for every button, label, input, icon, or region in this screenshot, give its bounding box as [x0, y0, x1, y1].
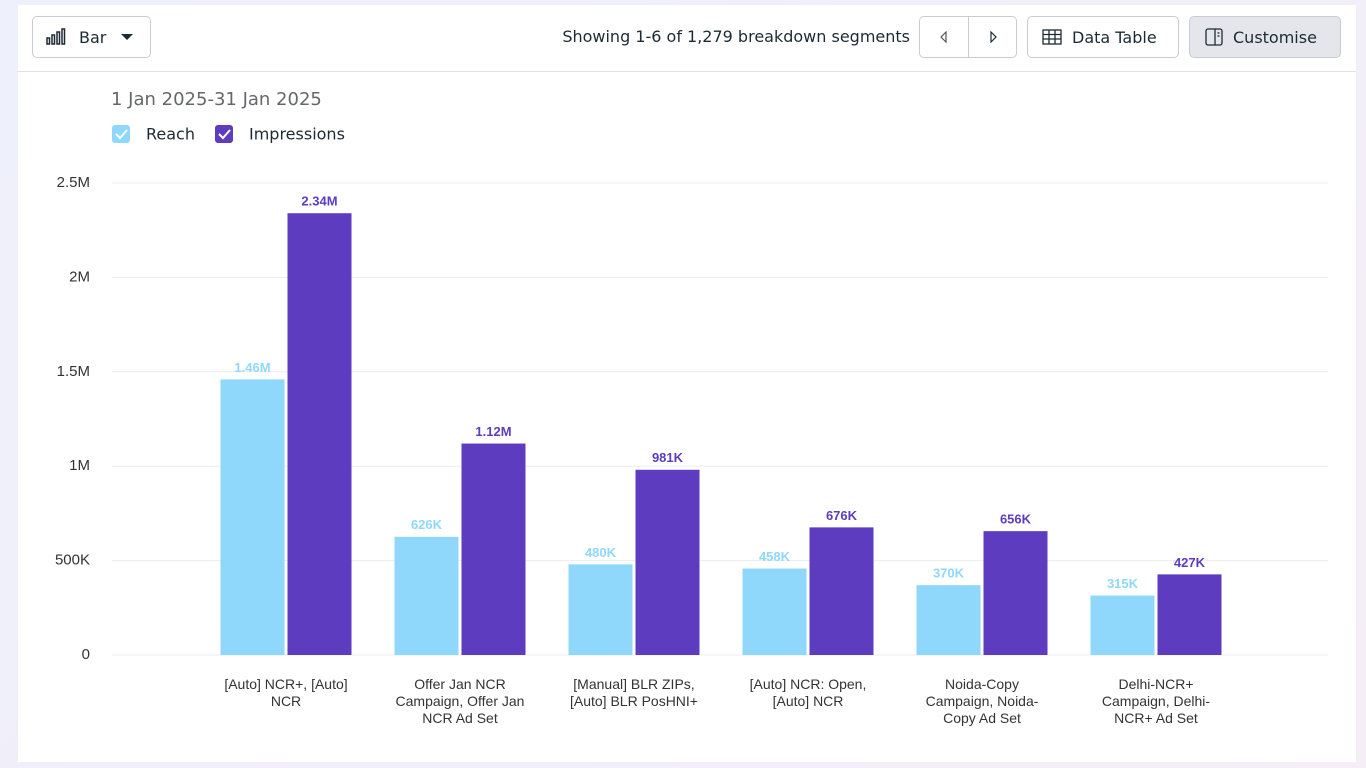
- table-icon: [1042, 29, 1062, 45]
- value-label: 676K: [826, 508, 858, 523]
- legend-check: [218, 129, 231, 140]
- value-label: 370K: [933, 566, 965, 581]
- y-tick-label: 0: [82, 646, 90, 663]
- x-tick-label: Noida-Copy Campaign, Noida-Copy Ad Set: [925, 676, 1039, 726]
- prev-icon: [940, 31, 947, 43]
- bar: [983, 531, 1048, 655]
- data-table-label: Data Table: [1072, 27, 1157, 47]
- customise-icon: [1205, 28, 1223, 46]
- customise-label: Customise: [1233, 27, 1317, 47]
- x-tick-label: Delhi-NCR+ Campaign, Delhi-NCR+ Ad Set: [1101, 676, 1211, 726]
- bar: [287, 213, 352, 655]
- bar: [635, 469, 700, 655]
- legend-label: Impressions: [249, 125, 345, 144]
- x-tick-label-box: Offer Jan NCR Campaign, Offer Jan NCR Ad…: [395, 676, 525, 726]
- x-tick-label-box: Noida-Copy Campaign, Noida-Copy Ad Set: [925, 676, 1039, 726]
- value-label: 626K: [411, 517, 443, 532]
- value-label: 315K: [1107, 576, 1139, 591]
- value-label: 427K: [1174, 555, 1206, 570]
- legend-check: [115, 129, 128, 140]
- legend-label: Reach: [146, 125, 195, 144]
- value-label: 656K: [1000, 512, 1032, 527]
- y-tick-label: 2M: [69, 268, 90, 285]
- bar: [568, 564, 633, 655]
- next-icon: [989, 31, 997, 43]
- y-tick-label: 1M: [69, 457, 90, 474]
- bar: [1090, 595, 1155, 655]
- value-label: 1.12M: [475, 424, 511, 439]
- x-tick-label-box: [Manual] BLR ZIPs, [Auto] BLR PosHNI+: [569, 676, 698, 709]
- bar: [220, 379, 285, 655]
- value-label: 1.46M: [234, 360, 270, 375]
- x-tick-label: Offer Jan NCR Campaign, Offer Jan NCR Ad…: [395, 676, 525, 726]
- value-label: 458K: [759, 549, 791, 564]
- next-button[interactable]: [968, 16, 1017, 58]
- bar: [394, 536, 459, 655]
- value-label: 981K: [652, 450, 684, 465]
- chart-type-dropdown[interactable]: Bar: [32, 16, 151, 58]
- data-table-button[interactable]: Data Table: [1027, 16, 1179, 58]
- y-tick-label: 2.5M: [57, 174, 90, 191]
- chart-subtitle: 1 Jan 2025-31 Jan 2025: [111, 89, 322, 110]
- bar: [809, 527, 874, 655]
- y-tick-label: 500K: [55, 552, 90, 569]
- chart-type-label: Bar: [79, 27, 107, 47]
- legend-swatch: [214, 125, 233, 143]
- caret: [121, 34, 134, 40]
- x-tick-label-box: Delhi-NCR+ Campaign, Delhi-NCR+ Ad Set: [1101, 676, 1211, 726]
- prev-button[interactable]: [919, 16, 969, 58]
- x-tick-label: [Auto] NCR: Open, [Auto] NCR: [749, 676, 867, 709]
- x-tick-label: [Auto] NCR+, [Auto] NCR: [224, 676, 348, 709]
- value-label: 480K: [585, 545, 617, 560]
- bar: [916, 585, 981, 655]
- bar-icon: [46, 28, 66, 45]
- bar: [1157, 574, 1222, 655]
- legend-swatch: [112, 125, 130, 143]
- bar: [461, 443, 526, 655]
- pagination-text: Showing 1-6 of 1,279 breakdown segments: [562, 27, 910, 46]
- customise-button[interactable]: Customise: [1189, 16, 1341, 58]
- bar: [742, 568, 807, 655]
- x-tick-label: [Manual] BLR ZIPs, [Auto] BLR PosHNI+: [569, 676, 698, 709]
- toolbar: Bar Showing 1-6 of 1,279 breakdown segme…: [18, 5, 1356, 72]
- x-tick-label-box: [Auto] NCR+, [Auto] NCR: [224, 676, 348, 709]
- y-tick-label: 1.5M: [57, 363, 90, 380]
- x-tick-label-box: [Auto] NCR: Open, [Auto] NCR: [749, 676, 867, 709]
- value-label: 2.34M: [301, 194, 337, 209]
